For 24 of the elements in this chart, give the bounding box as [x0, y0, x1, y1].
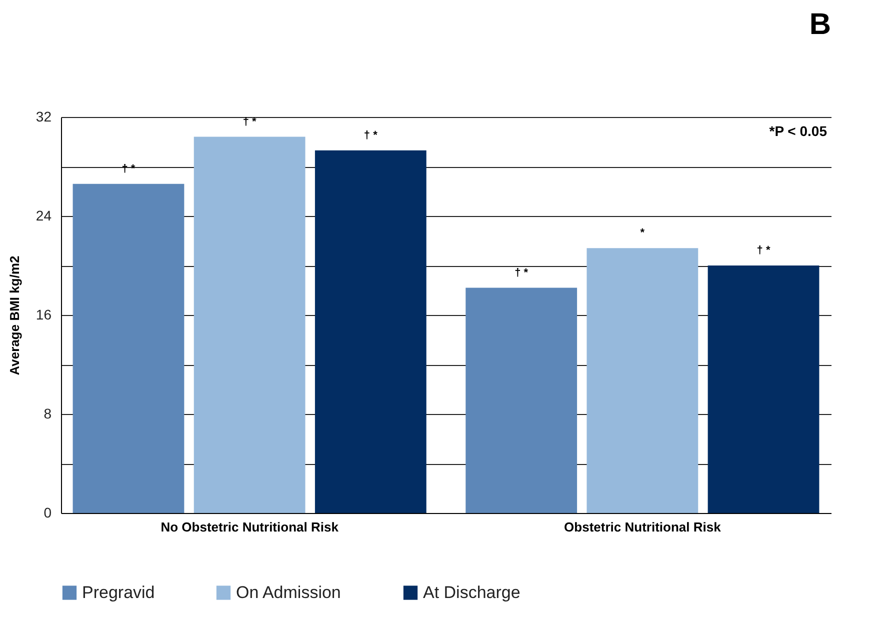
- y-axis-title: Average BMI kg/m2: [6, 256, 22, 376]
- bar: [314, 150, 426, 513]
- bar: [466, 288, 578, 513]
- y-tick-label: 0: [44, 504, 52, 520]
- x-tick-label: No Obstetric Nutritional Risk: [160, 520, 340, 534]
- bar: [586, 248, 698, 513]
- bar: [194, 136, 306, 513]
- annotation: *: [640, 227, 646, 240]
- annotation: † *: [756, 244, 771, 256]
- annotation: † *: [364, 129, 378, 142]
- y-tick-label: 16: [36, 306, 52, 322]
- annotation: *P < 0.05: [769, 123, 828, 139]
- x-tick-label: Obstetric Nutritional Risk: [564, 520, 722, 534]
- legend-label: Pregravid: [82, 582, 155, 602]
- annotation: † *: [242, 116, 258, 128]
- annotation: † *: [514, 266, 529, 279]
- chart-title: B: [809, 8, 831, 41]
- y-tick-label: 8: [44, 406, 52, 422]
- y-tick-label: 24: [36, 208, 52, 224]
- bar: [72, 184, 184, 513]
- legend-label: At Discharge: [423, 582, 520, 602]
- legend-label: On Admission: [236, 582, 341, 602]
- bar: [708, 266, 820, 513]
- y-tick-label: 32: [36, 108, 52, 124]
